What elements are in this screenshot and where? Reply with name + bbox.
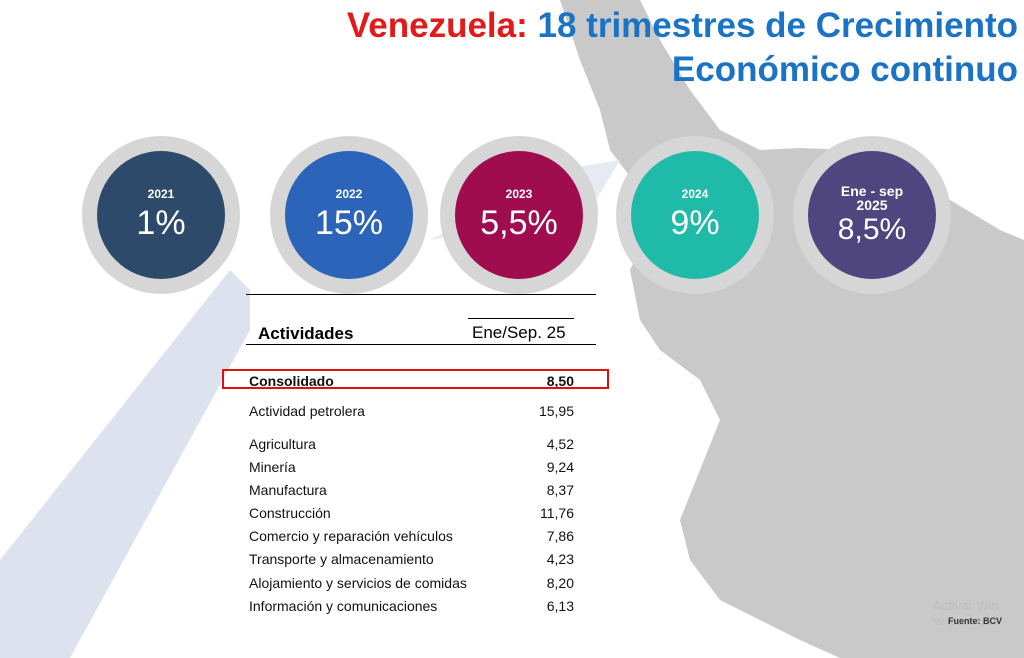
circle-value: 5,5% [480,204,558,242]
row-label: Minería [249,459,296,475]
growth-circle-inner: 2024 9% [631,151,759,279]
header-period: Ene/Sep. 25 [472,323,566,342]
table-header-rule [246,344,596,345]
circle-value: 9% [670,204,720,242]
row-label: Manufactura [249,482,327,498]
title-line1: 18 trimestres de Crecimiento [537,6,1018,45]
row-label: Información y comunicaciones [249,598,438,614]
row-label: Alojamiento y servicios de comidas [249,575,467,591]
row-value: 4,52 [546,436,574,452]
row-value: 8,50 [546,373,574,389]
row-label: Comercio y reparación vehículos [249,528,453,544]
title-country: Venezuela: [346,6,528,45]
growth-circle-2021: 2021 1% [82,136,240,294]
row-label: Transporte y almacenamiento [249,551,434,567]
circle-value: 8,5% [837,213,907,246]
header-activities: Actividades [258,324,354,343]
growth-arrow-shape [0,270,250,658]
growth-circle-inner: 2022 15% [285,151,413,279]
growth-circle-inner: 2023 5,5% [455,151,583,279]
row-value: 9,24 [546,459,574,475]
title-line2: Económico continuo [671,50,1018,89]
row-label: Agricultura [249,436,316,452]
row-label: Construcción [249,505,331,521]
row-value: 8,20 [546,575,574,591]
header-period-rule [468,318,574,319]
growth-circle-inner: 2021 1% [97,151,225,279]
activation-watermark-line1: Activar Win [933,598,999,613]
growth-circle-2022: 2022 15% [270,136,428,294]
circle-year-line1: Ene - sep [840,183,904,199]
consolidado-highlight-box [222,369,609,389]
growth-circle-2025: Ene - sep 2025 8,5% [793,136,951,294]
circle-year: 2023 [505,187,533,201]
circle-value: 15% [314,204,384,242]
row-value: 6,13 [546,598,574,614]
table-top-rule [246,294,596,295]
americas-map-shape [560,0,1024,658]
circle-year-line2: 2025 [856,197,888,213]
row-value: 15,95 [538,403,574,419]
page-title: Venezuela: 18 trimestres de Crecimiento … [347,4,1018,92]
row-value: 7,86 [546,528,574,544]
circle-year: 2021 [147,187,175,201]
row-label: Consolidado [249,373,334,389]
row-value: 11,76 [540,505,574,521]
row-value: 4,23 [546,551,574,567]
growth-circle-inner: Ene - sep 2025 8,5% [808,151,936,279]
row-value: 8,37 [546,482,574,498]
source-note: Fuente: BCV [948,616,1002,626]
growth-circle-2024: 2024 9% [616,136,774,294]
circle-value: 1% [136,204,186,242]
circle-year: 2022 [335,187,363,201]
circle-year: 2024 [681,187,709,201]
activation-watermark-line2: Ve a Configura [933,617,1000,628]
growth-circle-2023: 2023 5,5% [440,136,598,294]
row-label: Actividad petrolera [249,403,365,419]
